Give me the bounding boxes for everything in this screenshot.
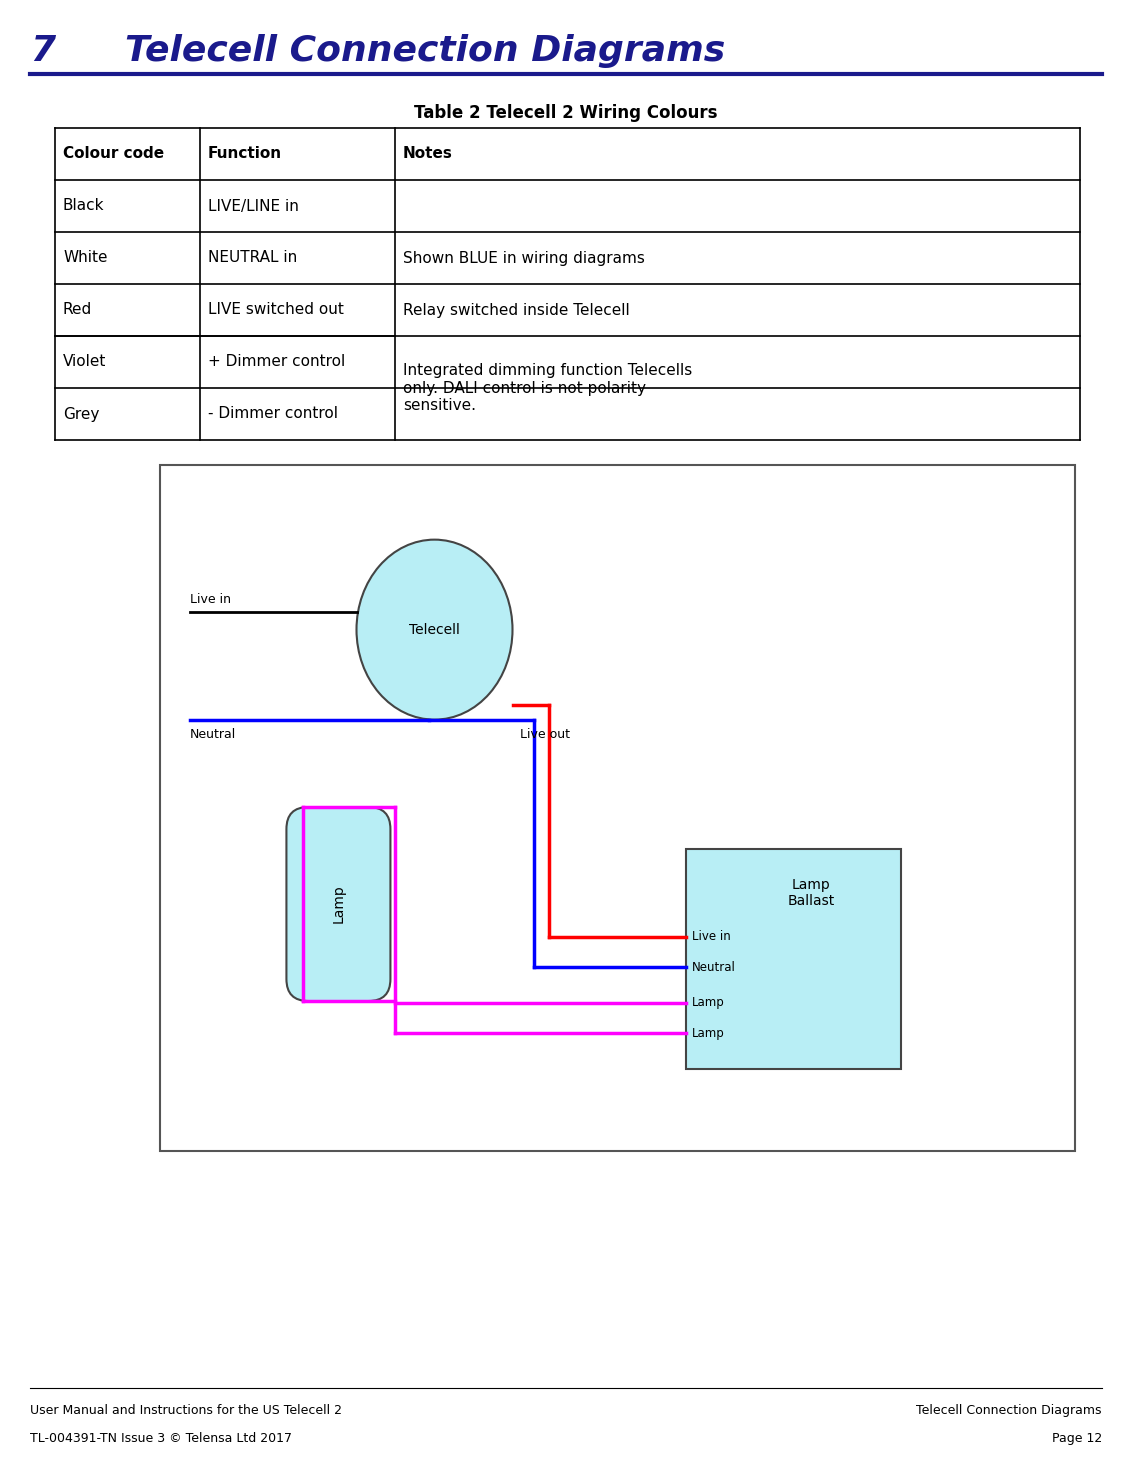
Text: Page 12: Page 12 [1052, 1432, 1101, 1445]
Text: LIVE/LINE in: LIVE/LINE in [208, 198, 299, 214]
Text: - Dimmer control: - Dimmer control [208, 406, 338, 422]
Text: Shown BLUE in wiring diagrams: Shown BLUE in wiring diagrams [403, 251, 645, 265]
Text: Integrated dimming function Telecells
only. DALI control is not polarity
sensiti: Integrated dimming function Telecells on… [403, 364, 693, 413]
Text: Grey: Grey [63, 406, 100, 422]
Bar [160, 465, 1075, 1151]
Text: User Manual and Instructions for the US Telecell 2: User Manual and Instructions for the US … [31, 1404, 342, 1418]
Ellipse shape [357, 539, 513, 720]
Text: Lamp: Lamp [332, 884, 345, 924]
Text: Live in: Live in [692, 931, 731, 943]
Text: Lamp: Lamp [692, 1028, 724, 1039]
Text: NEUTRAL in: NEUTRAL in [208, 251, 298, 265]
Text: Live in: Live in [190, 592, 231, 605]
Text: Black: Black [63, 198, 104, 214]
Text: Lamp
Ballast: Lamp Ballast [787, 878, 834, 907]
Text: Lamp: Lamp [692, 997, 724, 1009]
Text: Neutral: Neutral [692, 962, 736, 973]
Text: Colour code: Colour code [63, 147, 164, 161]
Text: Telecell Connection Diagrams: Telecell Connection Diagrams [125, 34, 726, 67]
Text: Notes: Notes [403, 147, 453, 161]
FancyBboxPatch shape [286, 808, 391, 1001]
Text: Red: Red [63, 302, 92, 318]
Text: LIVE switched out: LIVE switched out [208, 302, 344, 318]
Text: + Dimmer control: + Dimmer control [208, 355, 345, 369]
Text: Telecell: Telecell [409, 623, 460, 636]
Text: Function: Function [208, 147, 282, 161]
Bar [686, 849, 901, 1069]
Text: Table 2 Telecell 2 Wiring Colours: Table 2 Telecell 2 Wiring Colours [414, 104, 718, 122]
Text: Telecell Connection Diagrams: Telecell Connection Diagrams [917, 1404, 1101, 1418]
Text: Relay switched inside Telecell: Relay switched inside Telecell [403, 302, 629, 318]
Text: 7: 7 [31, 34, 55, 67]
Text: Neutral: Neutral [190, 727, 237, 740]
Text: Live out: Live out [521, 727, 571, 740]
Text: Violet: Violet [63, 355, 106, 369]
Text: TL-004391-TN Issue 3 © Telensa Ltd 2017: TL-004391-TN Issue 3 © Telensa Ltd 2017 [31, 1432, 292, 1445]
Text: White: White [63, 251, 108, 265]
